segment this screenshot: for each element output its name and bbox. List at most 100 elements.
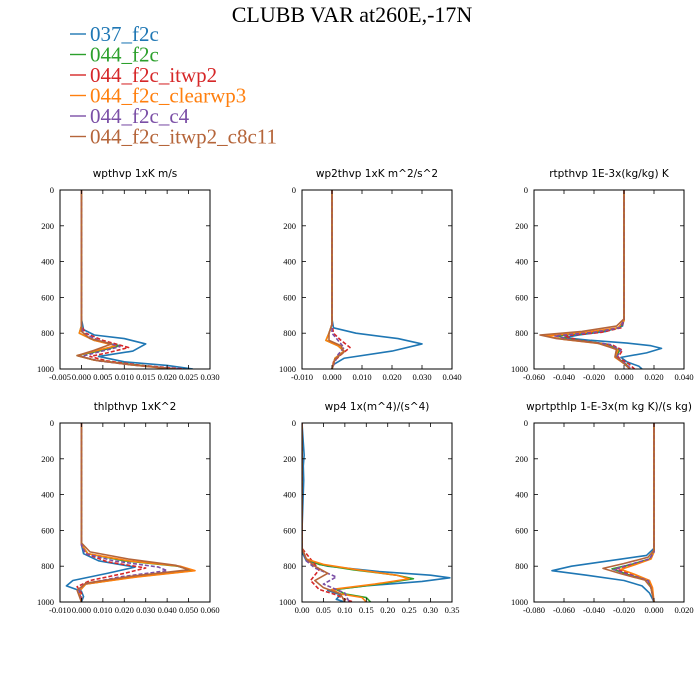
y-tick-label: 600 [41,525,54,535]
series-group [65,423,196,602]
panel: wp2thvp 1xK m^2/s^2 -0.010 0.000 0.010 0.020… [279,168,462,382]
x-tick-label: 0.040 [158,605,177,615]
x-tick-label: 0.000 [72,372,91,382]
x-tick-label: 0.05 [316,605,331,615]
axis-frame [533,189,685,370]
axis-frame [533,422,685,603]
x-tick-label: 0.000 [644,605,663,615]
series-group [302,423,451,602]
y-tick-label: 200 [41,454,54,464]
series-line [551,423,655,602]
x-tick-label: 0.020 [158,372,177,382]
y-tick-label: 600 [41,292,54,302]
x-tick-label: -0.080 [523,605,545,615]
y-tick-label: 200 [41,221,54,231]
y-tick-label: 800 [283,328,296,338]
y-tick-label: 200 [283,221,296,231]
axis-frame [301,189,453,370]
y-tick-label: 600 [515,292,528,302]
panel: thlpthvp 1xK^2 -0.010 0.000 0.010 0.020 0.030… [37,401,220,615]
axis-frame [301,422,453,603]
x-tick-label: 0.050 [179,605,198,615]
x-tick-label: -0.010 [291,372,313,382]
y-tick-label: 0 [292,185,296,195]
x-tick-label: 0.005 [93,372,112,382]
x-tick-label: -0.010 [49,605,71,615]
x-tick-label: 0.015 [136,372,155,382]
legend-label: 037_f2c [90,22,159,46]
legend-entry: 044_f2c_clearwp3 [70,84,246,108]
legend-label: 044_f2c_clearwp3 [90,84,246,108]
y-tick-label: 1000 [37,597,54,607]
panel-title: wp2thvp 1xK m^2/s^2 [316,168,438,180]
y-tick-label: 800 [41,328,54,338]
y-tick-label: 0 [292,418,296,428]
y-tick-label: 600 [515,525,528,535]
series-group [539,190,663,369]
x-tick-label: 0.010 [352,372,371,382]
series-line [328,190,345,369]
series-line [78,423,196,602]
x-tick-label: 0.030 [136,605,155,615]
x-tick-label: -0.060 [553,605,575,615]
series-line [302,423,354,602]
y-tick-label: 1000 [37,364,54,374]
series-line [620,423,655,602]
x-tick-label: 0.000 [614,372,633,382]
series-line [302,423,451,602]
x-tick-label: 0.25 [402,605,417,615]
figure-title: CLUBB VAR at260E,-17N [232,2,473,27]
legend-entry: 044_f2c_c4 [70,104,190,128]
y-tick-label: 800 [515,328,528,338]
x-tick-label: 0.000 [72,605,91,615]
y-tick-label: 200 [283,454,296,464]
series-group [551,423,655,602]
y-tick-label: 1000 [279,364,296,374]
y-tick-label: 600 [283,292,296,302]
y-tick-label: 800 [41,561,54,571]
panel-title: rtpthvp 1E-3x(kg/kg) K [549,168,670,180]
y-tick-label: 200 [515,221,528,231]
y-tick-label: 400 [283,490,296,500]
legend-entry: 044_f2c_itwp2_c8c11 [70,125,277,149]
y-tick-label: 0 [524,418,528,428]
x-tick-label: 0.040 [674,372,693,382]
series-line [602,423,655,602]
legend: 037_f2c044_f2c044_f2c_itwp2044_f2c_clear… [70,22,277,149]
axis-frame [59,189,211,370]
panels: wpthvp 1xK m/s-0.005 0.000 0.005 0.010 0.015… [37,168,694,615]
x-tick-label: -0.020 [613,605,635,615]
y-tick-label: 400 [41,490,54,500]
series-line [76,423,190,602]
panel-title: wpthvp 1xK m/s [93,168,178,180]
panel: rtpthvp 1E-3x(kg/kg) K -0.060 -0.040 -0.020… [511,168,694,382]
x-tick-label: 0.020 [115,605,134,615]
y-tick-label: 600 [283,525,296,535]
x-tick-label: -0.060 [523,372,545,382]
x-tick-label: 0.35 [445,605,460,615]
x-tick-label: 0.010 [93,605,112,615]
x-tick-label: -0.040 [583,605,605,615]
x-tick-label: 0.20 [380,605,395,615]
x-tick-label: 0.020 [382,372,401,382]
y-tick-label: 0 [50,418,54,428]
legend-entry: 037_f2c [70,22,159,46]
y-tick-label: 400 [283,257,296,267]
y-tick-label: 1000 [279,597,296,607]
y-tick-label: 800 [515,561,528,571]
series-line [539,190,631,369]
panel-title: thlpthvp 1xK^2 [94,401,177,413]
x-tick-label: 0.010 [115,372,134,382]
series-group [76,190,193,369]
panel-title: wp4 1x(m^4)/(s^4) [325,401,430,413]
x-tick-label: 0.00 [295,605,310,615]
y-tick-label: 0 [50,185,54,195]
legend-label: 044_f2c [90,43,159,67]
y-tick-label: 400 [515,257,528,267]
legend-label: 044_f2c_c4 [90,104,190,128]
x-tick-label: -0.005 [49,372,71,382]
axis-frame [59,422,211,603]
y-tick-label: 400 [41,257,54,267]
x-tick-label: 0.15 [359,605,374,615]
